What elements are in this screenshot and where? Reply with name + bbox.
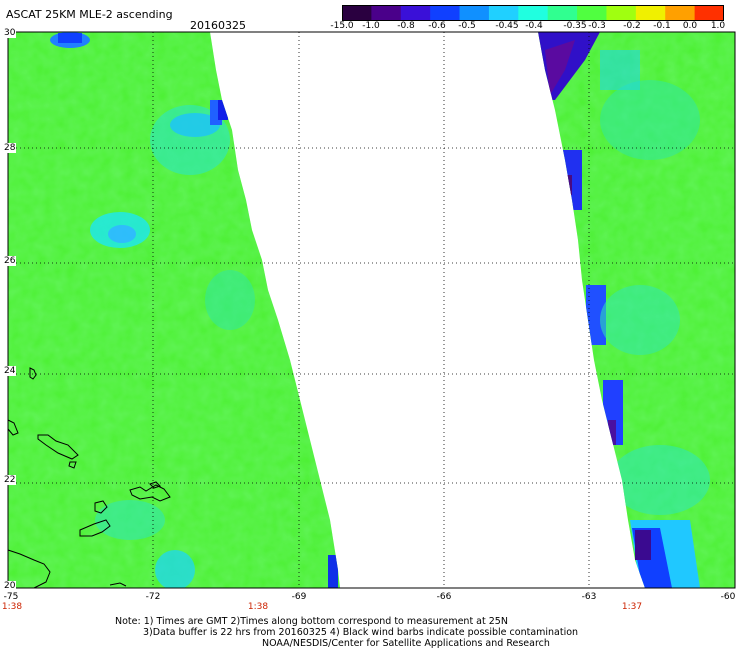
lat-label: 28 <box>3 143 17 153</box>
colorbar-label: -0.8 <box>397 21 415 31</box>
lon-label: -72 <box>145 592 161 602</box>
lon-label: -60 <box>720 592 736 602</box>
coastlines <box>7 367 171 589</box>
colorbar-swatch <box>342 5 372 21</box>
colorbar-label: 0.0 <box>682 21 698 31</box>
colorbar-label: -15.0 <box>330 21 354 31</box>
graticule <box>8 32 735 588</box>
lat-label: 26 <box>3 256 17 266</box>
colorbar-label: -0.4 <box>525 21 543 31</box>
colorbar-swatch <box>488 5 519 21</box>
colorbar-label: -0.3 <box>588 21 606 31</box>
swath-time: 1:38 <box>247 602 269 612</box>
colorbar-label: -1.0 <box>362 21 380 31</box>
right-swath <box>538 32 735 588</box>
colorbar-label: -0.1 <box>653 21 671 31</box>
colorbar-label: -0.5 <box>458 21 476 31</box>
note-line-3: NOAA/NESDIS/Center for Satellite Applica… <box>262 638 550 649</box>
map-frame <box>7 31 736 589</box>
lat-label: 22 <box>3 475 17 485</box>
colorbar-label: -0.6 <box>428 21 446 31</box>
lon-label: -63 <box>581 592 597 602</box>
lat-label: 30 <box>3 28 17 38</box>
colorbar-swatch <box>606 5 637 21</box>
lon-label: -75 <box>3 592 19 602</box>
colorbar-swatch <box>400 5 431 21</box>
lat-label: 20 <box>3 581 17 591</box>
colorbar-label: -0.35 <box>563 21 587 31</box>
colorbar-label: 1.0 <box>710 21 726 31</box>
colorbar-labels: -15.0 -1.0 -0.8 -0.6 -0.5 -0.45 -0.4 -0.… <box>330 21 730 35</box>
colorbar-swatch <box>430 5 461 21</box>
colorbar-swatch <box>371 5 402 21</box>
swath-time: 1:38 <box>1 602 23 612</box>
map-date: 20160325 <box>190 19 246 32</box>
map-title: ASCAT 25KM MLE-2 ascending <box>6 8 173 21</box>
colorbar-swatch <box>635 5 666 21</box>
lon-label: -66 <box>436 592 452 602</box>
note-line-1: Note: 1) Times are GMT 2)Times along bot… <box>115 616 508 627</box>
lat-label: 24 <box>3 366 17 376</box>
colorbar-swatch <box>665 5 696 21</box>
colorbar-label: -0.2 <box>623 21 641 31</box>
satellite-map <box>7 31 736 589</box>
colorbar-label: -0.45 <box>495 21 519 31</box>
swath-time: 1:37 <box>621 602 643 612</box>
colorbar-swatch <box>518 5 549 21</box>
colorbar <box>342 5 724 21</box>
colorbar-swatch <box>459 5 490 21</box>
colorbar-swatch <box>694 5 724 21</box>
colorbar-border <box>342 5 724 21</box>
note-line-2: 3)Data buffer is 22 hrs from 20160325 4)… <box>143 627 579 638</box>
colorbar-swatch <box>577 5 607 21</box>
colorbar-swatch <box>547 5 578 21</box>
lon-label: -69 <box>291 592 307 602</box>
